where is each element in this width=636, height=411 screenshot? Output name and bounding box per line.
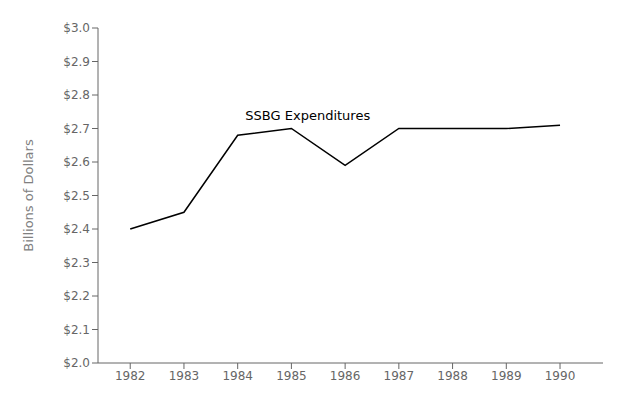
- svg-text:$2.2: $2.2: [63, 289, 90, 303]
- svg-text:$2.8: $2.8: [63, 88, 90, 102]
- svg-text:$2.1: $2.1: [63, 323, 90, 337]
- svg-text:$2.5: $2.5: [63, 189, 90, 203]
- svg-text:$2.7: $2.7: [63, 122, 90, 136]
- svg-text:SSBG Expenditures: SSBG Expenditures: [245, 108, 370, 123]
- svg-text:1988: 1988: [437, 369, 468, 383]
- svg-text:1989: 1989: [491, 369, 522, 383]
- svg-text:$2.0: $2.0: [63, 356, 90, 370]
- svg-text:1986: 1986: [330, 369, 361, 383]
- svg-text:$2.4: $2.4: [63, 222, 90, 236]
- svg-text:$2.3: $2.3: [63, 256, 90, 270]
- svg-text:$2.6: $2.6: [63, 155, 90, 169]
- svg-text:1982: 1982: [115, 369, 146, 383]
- svg-text:1984: 1984: [222, 369, 253, 383]
- svg-text:1985: 1985: [276, 369, 307, 383]
- svg-text:1990: 1990: [545, 369, 576, 383]
- svg-text:$3.0: $3.0: [63, 21, 90, 35]
- svg-text:1987: 1987: [384, 369, 415, 383]
- svg-text:$2.9: $2.9: [63, 55, 90, 69]
- svg-text:Billions of Dollars: Billions of Dollars: [21, 139, 36, 252]
- svg-text:1983: 1983: [169, 369, 200, 383]
